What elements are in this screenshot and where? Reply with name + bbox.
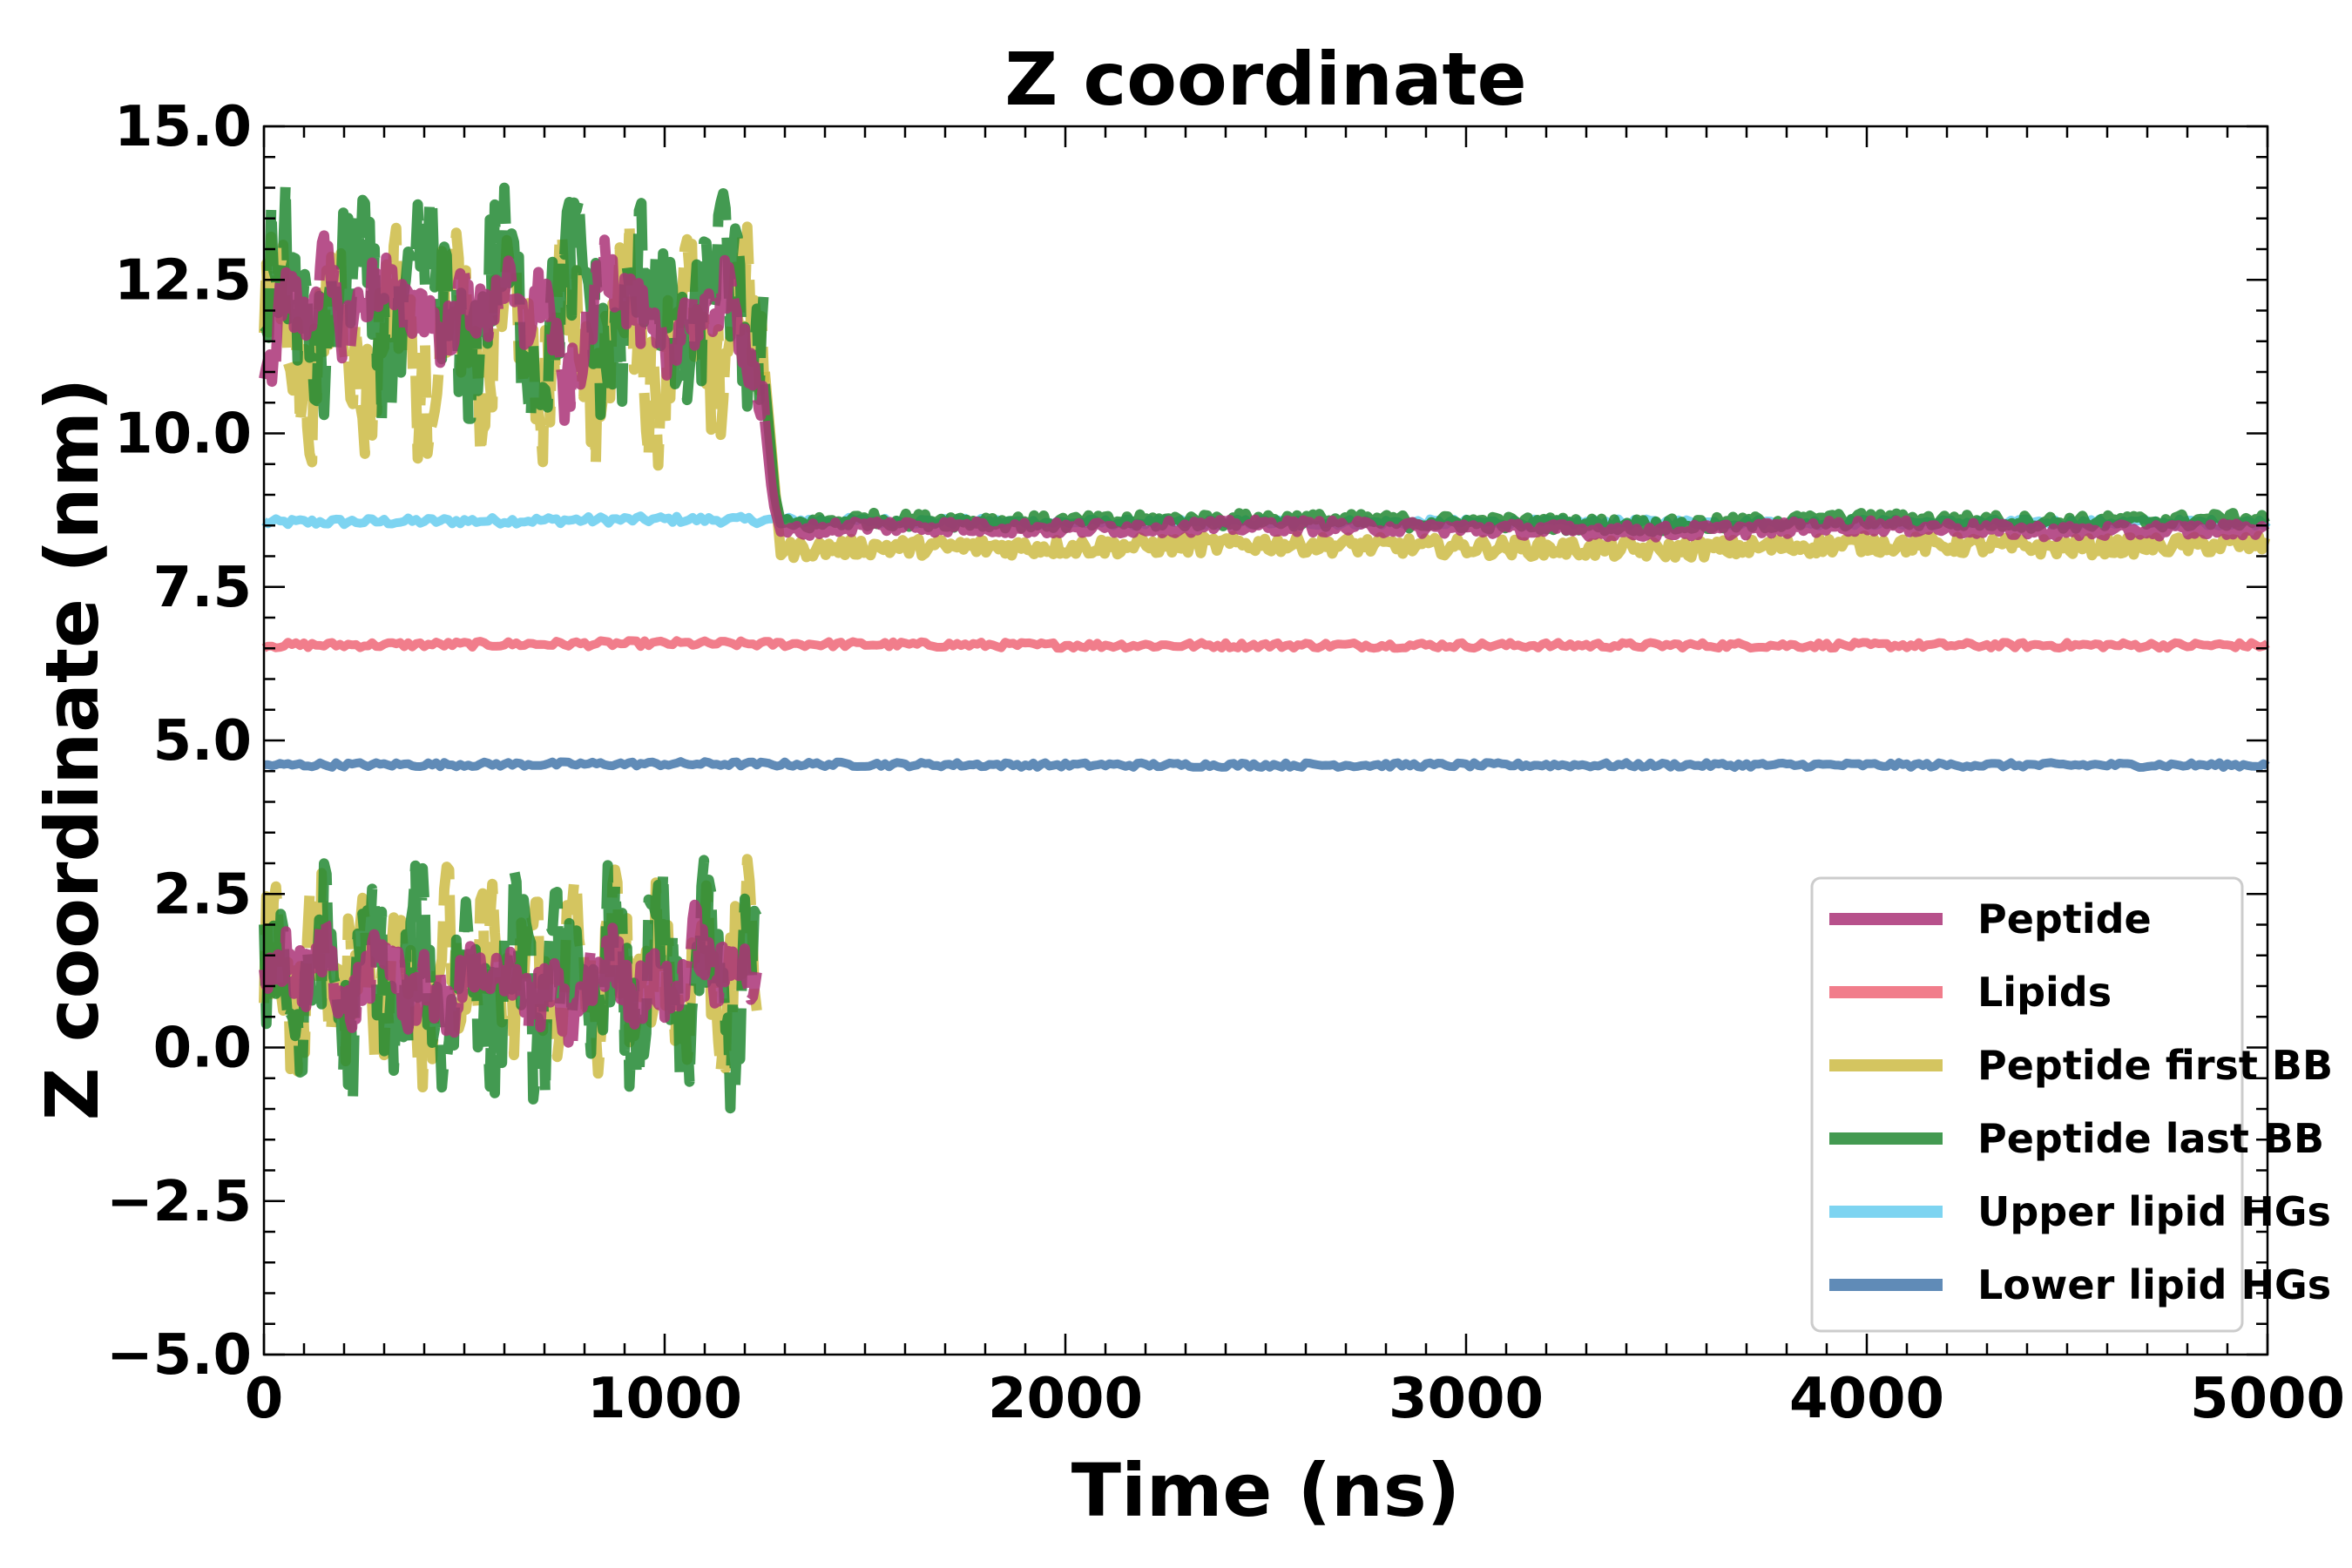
peptide-first-bb-line: [760, 371, 2270, 564]
legend-label: Peptide: [1977, 896, 2152, 943]
peptide-lower-early: [259, 899, 762, 1051]
peptide-upper-early: [259, 230, 770, 426]
peptide-line: [760, 420, 2270, 543]
x-tick-label: 4000: [1789, 1367, 1944, 1431]
x-tick-label: 1000: [587, 1367, 742, 1431]
tick-labels: 0 1000 2000 3000 4000 5000 −5.0 −2.5 0.0 2.5 5.0 7.…: [106, 95, 2345, 1431]
plot-frame: [262, 125, 2269, 1356]
legend-label: Peptide first BB: [1977, 1042, 2333, 1089]
x-tick-label: 2000: [988, 1367, 1143, 1431]
y-tick-label: 5.0: [153, 709, 252, 774]
y-tick-label: 7.5: [153, 556, 252, 620]
peptide-last-bb-line: [760, 383, 2270, 537]
y-tick-label: −5.0: [106, 1323, 252, 1388]
x-axis-label: Time (ns): [1071, 1448, 1460, 1533]
legend-label: Peptide last BB: [1977, 1115, 2324, 1162]
legend-label: Upper lipid HGs: [1977, 1188, 2331, 1235]
plot-lines: [259, 179, 2271, 1114]
y-tick-label: −2.5: [106, 1170, 252, 1234]
x-tick-label: 3000: [1389, 1367, 1544, 1431]
legend: Peptide Lipids Peptide first BB Peptide las…: [1810, 876, 2333, 1333]
x-tick-label: 5000: [2190, 1367, 2345, 1431]
y-tick-label: 0.0: [153, 1017, 252, 1081]
legend-label: Lower lipid HGs: [1977, 1261, 2331, 1308]
lower-lipid-hgs-line: [263, 757, 2270, 772]
x-tick-label: 0: [245, 1367, 284, 1431]
y-tick-label: 10.0: [114, 402, 252, 467]
y-tick-label: 2.5: [153, 862, 252, 927]
chart-title: Z coordinate: [1004, 37, 1526, 122]
legend-label: Lipids: [1977, 969, 2112, 1016]
y-axis-label: Z coordinate (nm): [30, 378, 115, 1121]
y-tick-label: 12.5: [114, 248, 252, 313]
y-tick-label: 15.0: [114, 95, 252, 159]
lipids-line: [261, 636, 2270, 653]
